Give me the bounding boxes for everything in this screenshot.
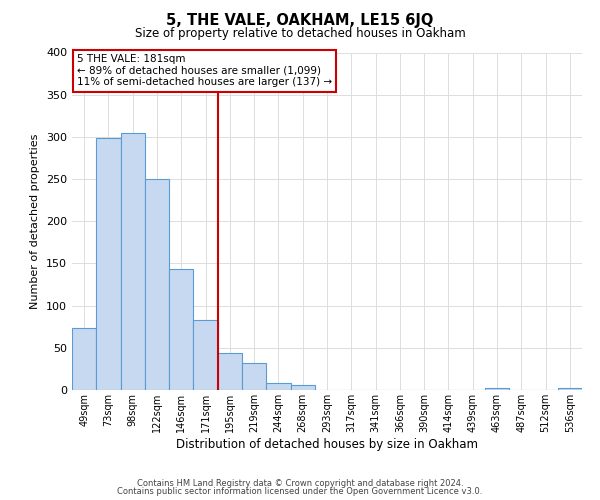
Text: 5, THE VALE, OAKHAM, LE15 6JQ: 5, THE VALE, OAKHAM, LE15 6JQ bbox=[166, 12, 434, 28]
Bar bbox=[266, 383, 290, 390]
Bar bbox=[290, 385, 315, 390]
Text: Contains HM Land Registry data © Crown copyright and database right 2024.: Contains HM Land Registry data © Crown c… bbox=[137, 478, 463, 488]
Text: Size of property relative to detached houses in Oakham: Size of property relative to detached ho… bbox=[134, 28, 466, 40]
Bar bbox=[218, 353, 242, 390]
X-axis label: Distribution of detached houses by size in Oakham: Distribution of detached houses by size … bbox=[176, 438, 478, 450]
Bar bbox=[169, 268, 193, 390]
Bar bbox=[193, 320, 218, 390]
Bar bbox=[558, 388, 582, 390]
Text: 5 THE VALE: 181sqm
← 89% of detached houses are smaller (1,099)
11% of semi-deta: 5 THE VALE: 181sqm ← 89% of detached hou… bbox=[77, 54, 332, 88]
Bar bbox=[145, 179, 169, 390]
Y-axis label: Number of detached properties: Number of detached properties bbox=[31, 134, 40, 309]
Bar bbox=[121, 132, 145, 390]
Bar bbox=[72, 328, 96, 390]
Bar bbox=[485, 388, 509, 390]
Text: Contains public sector information licensed under the Open Government Licence v3: Contains public sector information licen… bbox=[118, 487, 482, 496]
Bar bbox=[242, 363, 266, 390]
Bar bbox=[96, 138, 121, 390]
